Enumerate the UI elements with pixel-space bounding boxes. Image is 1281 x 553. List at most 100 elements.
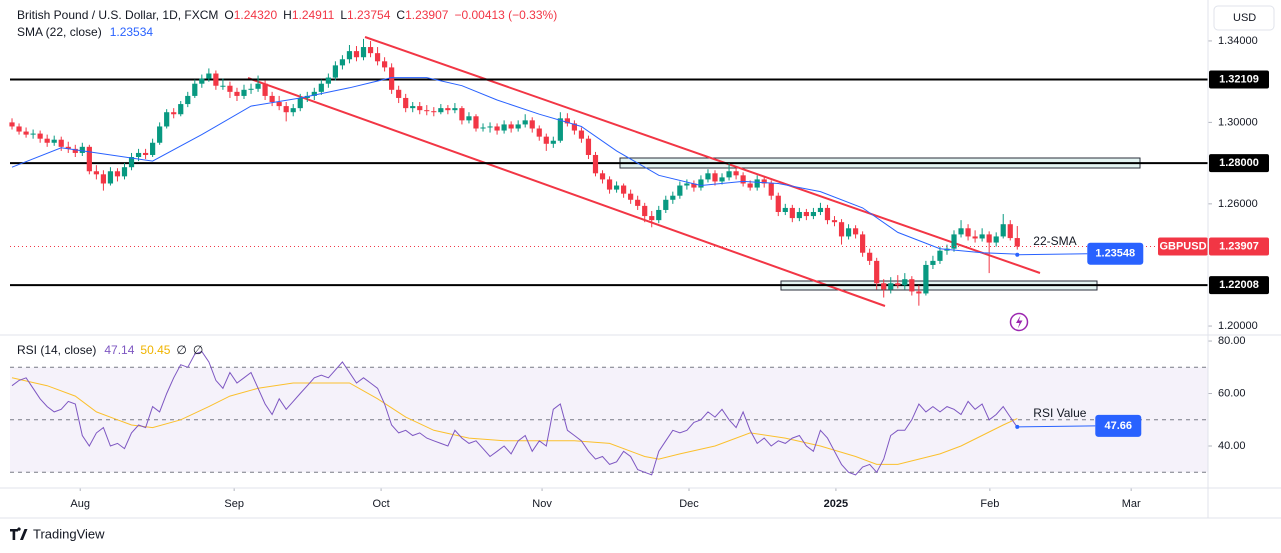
candle-body [374,53,381,62]
x-tick-label: 2025 [824,498,848,510]
candle-body [958,228,964,235]
candle-body [747,183,753,188]
candle-body [592,154,599,174]
candle-body [916,291,922,294]
candle-body [522,120,528,125]
candle-body [51,139,57,143]
level-label: 1.22008 [1219,279,1259,291]
channel-lower [247,77,886,307]
candle-body [128,157,135,168]
candle-body [761,179,767,184]
candle-body [789,207,795,219]
candle-body [719,177,725,182]
candle-body [550,140,556,144]
candle-body [339,59,346,66]
candle-body [100,174,107,184]
candle-body [220,85,226,87]
sma-name: SMA (22, close) [17,25,102,39]
rsi-band-fill [10,367,1208,473]
candle-body [649,216,655,221]
candle-body [557,118,563,141]
candle-body [135,152,142,158]
x-tick-label: Oct [373,498,390,510]
candle-body [487,126,493,128]
level-tag [1209,70,1269,89]
candle-body [424,110,430,112]
candle-body [72,148,78,153]
annotation-box [1087,242,1144,265]
candle-body [431,111,437,113]
candle-body [452,108,458,111]
candle-body [508,124,514,129]
candle-body [852,228,859,235]
rsi-pane [10,366,1208,473]
candle-body [353,51,360,58]
candle-body [501,124,507,131]
candle-body [438,108,444,113]
price-tag: 1.23907 [1219,240,1259,252]
candle-body [733,171,739,176]
candle-body [782,207,788,212]
symbol-tag: GBPUSD [1159,240,1206,252]
candle-body [1014,238,1020,247]
sma-value: 1.23534 [110,25,154,39]
candle-body [86,146,92,172]
candle-body [867,252,873,261]
candle-body [635,199,641,206]
price-tag-bg [1209,237,1269,256]
candle-body [410,106,416,109]
rsi-line [11,350,1018,476]
candle-body [290,108,296,113]
level-tag [1209,276,1269,295]
candle-body [192,83,198,96]
candle-body [578,130,585,139]
candle-body [986,234,992,243]
rsi-value: 47.14 [104,343,134,357]
annotation-line [1017,253,1088,256]
candle-body [171,112,177,115]
candle-body [332,65,338,78]
ohlc-value: 1.24911 [292,8,335,22]
brand: TradingView [33,526,105,541]
rsi-extra: ∅ [193,343,203,357]
logo: TradingView [10,526,105,541]
candle-body [37,133,43,139]
symbol-tag-bg [1158,237,1208,256]
candle-body [909,279,915,292]
annotation-text: RSI Value [1033,406,1086,420]
sma-legend: SMA (22, close) 1.23534 [17,25,153,39]
candle-body [164,112,170,127]
candle-body [367,47,374,54]
candle-body [860,234,866,253]
ohlc-value: 1.24320 [234,8,278,22]
candle-body [311,91,317,96]
sma-line [11,77,1018,255]
annotation-line [1017,425,1096,428]
candle-body [874,260,880,284]
candle-body [656,209,662,221]
level-label: 1.28000 [1219,157,1259,169]
candle-body [888,283,894,290]
candle-body [810,211,817,217]
candle-body [30,133,36,135]
candle-body [79,146,85,153]
level-label: 1.32109 [1219,73,1259,85]
candle-body [902,279,908,286]
currency-button[interactable] [1213,5,1275,31]
candle-body [543,136,549,144]
candle-body [768,183,774,196]
candle-body [276,102,282,107]
candle-body [142,152,149,155]
event-bolt[interactable] [1016,315,1023,329]
rsi-name: RSI (14, close) [17,343,96,357]
currency[interactable]: USD [1233,12,1256,24]
rsi-tick-label: 60.00 [1218,387,1246,399]
candle-body [185,95,191,105]
candle-body [705,173,711,180]
candle-body [114,171,121,177]
event-icon[interactable] [1009,312,1029,332]
candle-body [642,205,648,217]
candle-body [480,127,486,129]
candle-body [466,116,472,121]
